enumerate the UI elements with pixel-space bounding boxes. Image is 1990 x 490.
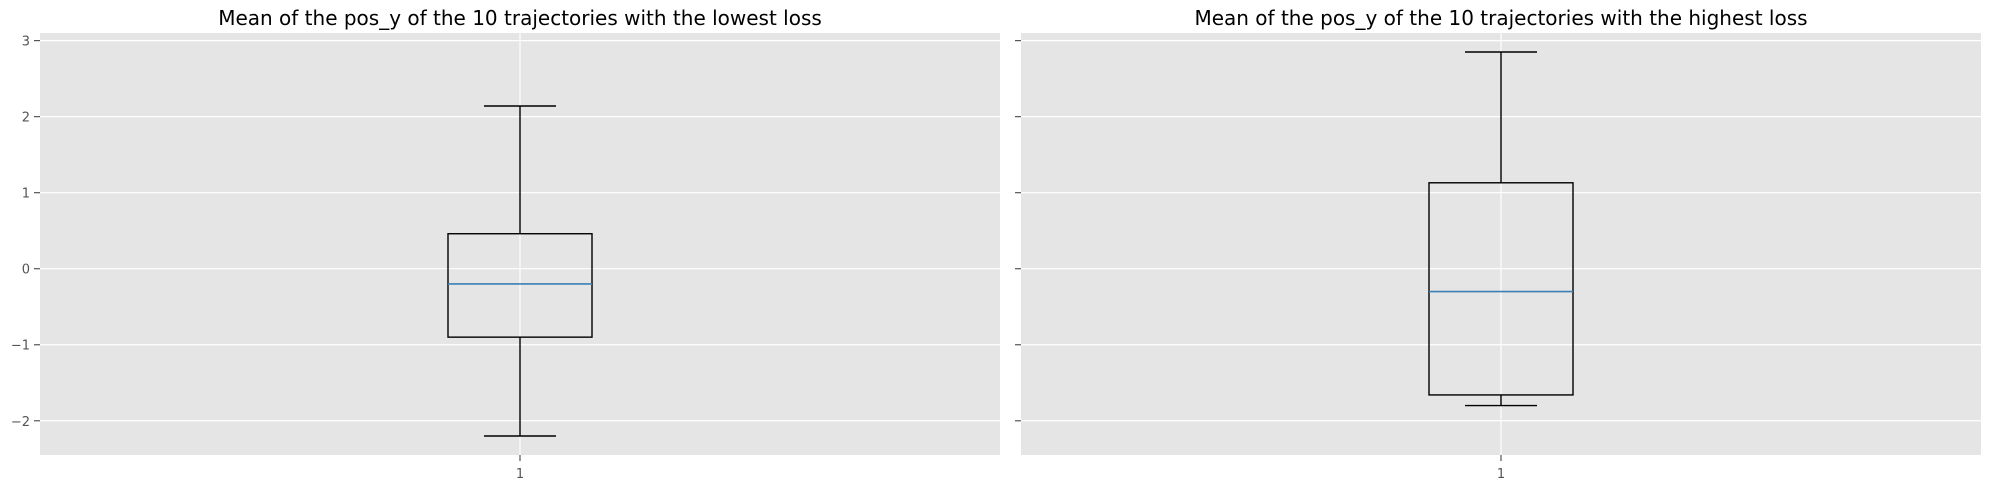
subplot-highest-loss: Mean of the pos_y of the 10 trajectories… — [1015, 6, 1981, 482]
y-tick-label: 2 — [22, 111, 30, 126]
y-tick-label: −2 — [11, 415, 30, 430]
y-tick-label: 0 — [22, 263, 30, 278]
subplot-lowest-loss: −2 −1 0 1 2 3 Mean of the pos_y of the 10 tra… — [11, 6, 1000, 482]
boxplot-left — [447, 105, 593, 437]
box-iqr — [1428, 182, 1574, 396]
y-tick-label: −1 — [11, 339, 30, 354]
y-tick-label: 1 — [22, 187, 30, 202]
chart-title-left: Mean of the pos_y of the 10 trajectories… — [218, 6, 822, 30]
grid-lines-right — [1021, 33, 1981, 455]
box-iqr — [447, 233, 593, 338]
y-ticks-right — [1015, 40, 1502, 461]
boxplot-right — [1428, 51, 1574, 407]
y-ticks-left: −2 −1 0 1 2 3 — [11, 35, 521, 461]
x-tick-label-right: 1 — [1497, 467, 1505, 482]
y-tick-label: 3 — [22, 35, 30, 50]
x-tick-label-left: 1 — [516, 467, 524, 482]
chart-title-right: Mean of the pos_y of the 10 trajectories… — [1194, 6, 1807, 30]
